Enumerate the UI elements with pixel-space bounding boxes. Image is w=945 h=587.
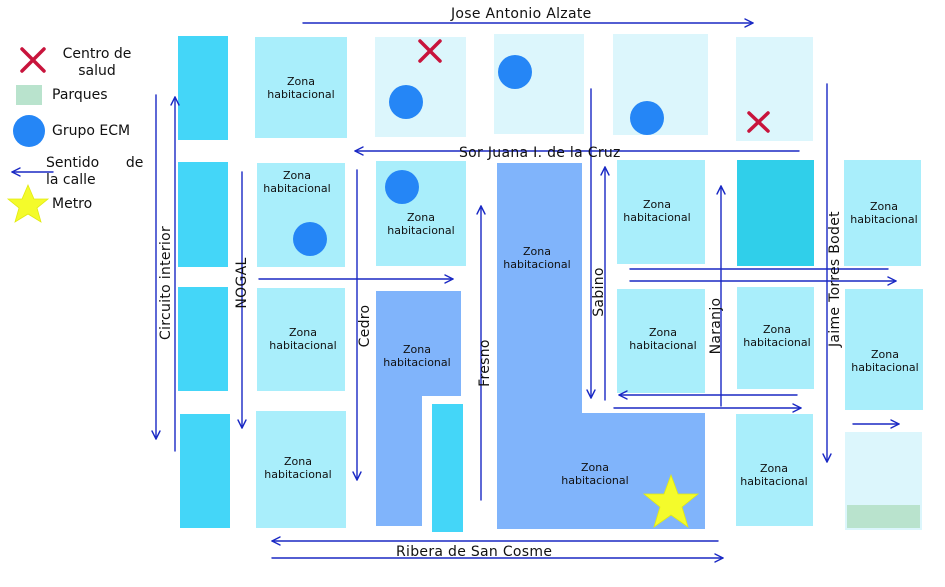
block-circuito-2 — [178, 162, 228, 267]
zone-label: Zona habitacional — [503, 245, 571, 271]
zone-label: Zona habitacional — [851, 348, 919, 374]
block-c6-r3 — [737, 287, 814, 389]
legend-group-label: Grupo ECM — [52, 123, 131, 139]
street-jose-antonio-alzate: Jose Antonio Alzate — [451, 6, 592, 22]
group-circle — [389, 85, 423, 119]
zone-label: Zona habitacional — [629, 326, 697, 352]
group-circle — [293, 222, 327, 256]
zone-label: Zona habitacional — [850, 200, 918, 226]
block-fresno-blue — [497, 163, 705, 529]
legend-star-icon — [6, 183, 50, 223]
street-sor-juana: Sor Juana I. de la Cruz — [459, 145, 621, 161]
street-naranjo: Naranjo — [708, 297, 724, 355]
block-c6-r4 — [736, 414, 813, 526]
block-c5-r3 — [617, 289, 705, 393]
zone-label: Zona habitacional — [561, 461, 629, 487]
street-ribera-de-san-cosme: Ribera de San Cosme — [396, 544, 553, 560]
block-c7-r3 — [845, 289, 923, 410]
zone-label: Zona habitacional — [267, 75, 335, 101]
zone-label: Zona habitacional — [269, 326, 337, 352]
block-c2-r1 — [255, 37, 347, 138]
group-circle — [385, 170, 419, 204]
legend-health-label: Centro de salud — [62, 46, 132, 79]
park-c7 — [847, 505, 920, 528]
legend-metro-label: Metro — [52, 196, 93, 212]
block-c2-r4 — [256, 411, 346, 528]
group-circle — [498, 55, 532, 89]
legend-circle-icon — [13, 115, 45, 147]
street-circuito-interior: Circuito interior — [158, 226, 174, 341]
metro-star-icon — [642, 473, 700, 528]
group-circle — [630, 101, 664, 135]
zone-label: Zona habitacional — [623, 198, 691, 224]
zone-label: Zona habitacional — [743, 323, 811, 349]
zone-label: Zona habitacional — [383, 343, 451, 369]
block-c3-r1 — [375, 37, 466, 137]
legend-parks-label: Parques — [52, 87, 108, 103]
block-c3-strip — [432, 404, 463, 532]
zone-label: Zona habitacional — [264, 455, 332, 481]
zone-label: Zona habitacional — [740, 462, 808, 488]
legend-park-swatch — [16, 85, 42, 105]
legend-cross-icon — [20, 47, 46, 73]
block-circuito-4 — [180, 414, 230, 528]
health-center-icon — [747, 111, 770, 133]
street-fresno: Fresno — [477, 339, 493, 387]
block-c6-r1 — [736, 37, 813, 141]
legend-direction-label: Sentido de la calle — [46, 155, 144, 188]
block-c7-r2 — [844, 160, 921, 266]
zone-label: Zona habitacional — [263, 169, 331, 195]
zone-label: Zona habitacional — [387, 211, 455, 237]
block-circuito-1 — [178, 36, 228, 140]
block-c6-r2 — [737, 160, 814, 266]
street-nogal: NOGAL — [234, 257, 250, 309]
block-circuito-3 — [178, 287, 228, 391]
block-c3-blue — [376, 291, 461, 526]
block-c2-r3 — [257, 288, 345, 391]
block-c5-r2 — [617, 160, 705, 264]
health-center-icon — [418, 39, 442, 63]
street-jaime-torres-bodet: Jaime Torres Bodet — [827, 211, 843, 347]
street-sabino: Sabino — [591, 267, 607, 317]
